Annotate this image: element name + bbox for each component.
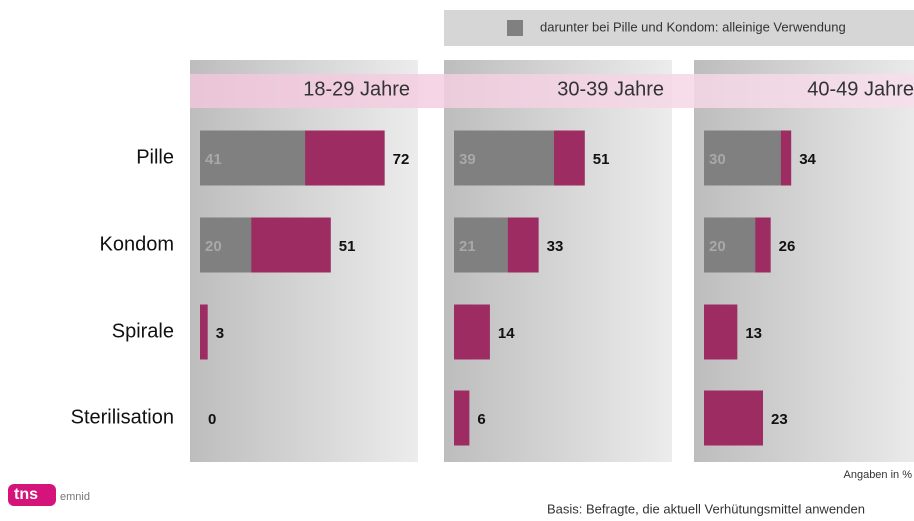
bar-sole-use <box>704 130 781 186</box>
value-label: 51 <box>593 151 610 168</box>
value-label-inner: 41 <box>205 151 222 168</box>
bar-total <box>200 304 208 360</box>
logo-badge <box>8 484 56 506</box>
bar-sole-use <box>454 130 555 186</box>
category-label: Kondom <box>100 233 175 255</box>
header-band <box>190 74 914 108</box>
category-label: Pille <box>136 146 174 168</box>
panel-title: 40-49 Jahre <box>807 78 914 100</box>
value-label: 3 <box>216 325 224 342</box>
value-label-inner: 30 <box>709 151 726 168</box>
category-label: Spirale <box>112 320 174 342</box>
bar-total <box>454 390 470 446</box>
value-label: 51 <box>339 238 356 255</box>
value-label-inner: 39 <box>459 151 476 168</box>
bar-total <box>704 390 763 446</box>
panel-title: 30-39 Jahre <box>557 78 664 100</box>
value-label: 0 <box>208 411 216 428</box>
legend-swatch <box>507 20 523 36</box>
value-label: 26 <box>779 238 796 255</box>
value-label-inner: 20 <box>205 238 222 255</box>
value-label: 72 <box>393 151 410 168</box>
note: Angaben in % <box>844 469 913 481</box>
panel-title: 18-29 Jahre <box>303 78 410 100</box>
bar-total <box>704 304 738 360</box>
bar-total <box>454 304 490 360</box>
bar-sole-use <box>200 130 306 186</box>
value-label: 23 <box>771 411 788 428</box>
value-label-inner: 21 <box>459 238 476 255</box>
bar-sole-use <box>200 217 252 273</box>
bar-sole-use <box>704 217 756 273</box>
legend-label: darunter bei Pille und Kondom: alleinige… <box>540 19 846 34</box>
value-label: 33 <box>547 238 564 255</box>
bar-sole-use <box>454 217 508 273</box>
logo-brand: tns <box>14 486 38 503</box>
value-label: 13 <box>745 325 762 342</box>
category-label: Sterilisation <box>71 406 174 428</box>
logo-sub: emnid <box>60 491 90 503</box>
value-label-inner: 20 <box>709 238 726 255</box>
value-label: 14 <box>498 325 515 342</box>
basis: Basis: Befragte, die aktuell Verhütungsm… <box>547 501 865 516</box>
value-label: 34 <box>799 151 816 168</box>
value-label: 6 <box>477 411 485 428</box>
